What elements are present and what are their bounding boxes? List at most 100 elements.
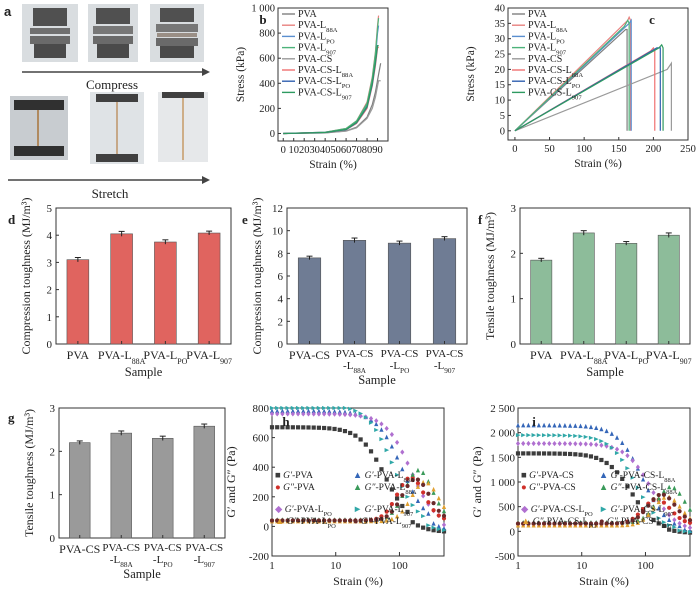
data-point: [421, 513, 426, 519]
data-point: [431, 525, 437, 530]
data-point: [389, 443, 394, 449]
data-point: [348, 430, 353, 436]
data-point: [547, 451, 552, 456]
data-point: [515, 433, 521, 438]
data-point: [421, 490, 426, 495]
bar: [297, 257, 322, 345]
y-tick-label: 4: [47, 230, 53, 242]
data-point: [656, 492, 661, 498]
data-point: [531, 433, 537, 438]
data-point: [526, 440, 531, 447]
x-axis-label: Strain (%): [579, 574, 629, 588]
x-tick-label: PVA-CS: [59, 542, 100, 556]
x-axis-label: Strain (%): [333, 574, 383, 588]
data-point: [640, 510, 646, 515]
data-point: [410, 477, 415, 483]
data-point: [275, 518, 280, 523]
x-tick-label: PVA-CS: [336, 348, 374, 360]
data-point: [389, 516, 394, 522]
bar: [657, 234, 680, 345]
data-point: [316, 425, 322, 430]
data-point: [441, 508, 447, 514]
data-point: [614, 435, 620, 440]
panel-h: 1 10 100 -200 0 200 400 600 800 Strain (%) G′ and …: [224, 403, 447, 588]
data-point: [311, 411, 316, 417]
data-point: [426, 480, 431, 486]
stretch-photo-2: [90, 92, 144, 164]
x-axis-label: Sample: [125, 365, 163, 379]
data-point: [568, 451, 573, 457]
data-point: [552, 422, 557, 428]
bar: [342, 240, 367, 345]
series-line: [514, 28, 628, 132]
data-point: [599, 521, 604, 526]
series-line: [283, 80, 381, 135]
x-tick-label: -L88A: [110, 554, 134, 569]
data-point: [614, 450, 620, 456]
data-point: [280, 405, 285, 411]
data-point: [295, 405, 301, 411]
data-point: [306, 425, 311, 430]
data-point: [337, 427, 342, 432]
data-point: [322, 411, 327, 417]
data-point: [677, 528, 683, 533]
data-point: [552, 433, 557, 438]
legend-entry: PVA-CS-LPO: [528, 76, 580, 90]
compress-photo-1: [22, 4, 78, 62]
data-point: [285, 518, 290, 523]
bar: [193, 425, 215, 539]
data-point: [389, 509, 394, 514]
data-point: [667, 527, 672, 532]
x-axis-label: Sample: [358, 373, 396, 387]
data-point: [337, 405, 343, 411]
data-point: [687, 529, 693, 535]
x-tick-label: PVA: [530, 348, 553, 362]
data-point: [431, 490, 436, 495]
bar: [110, 432, 132, 539]
data-point: [332, 405, 338, 411]
data-point: [306, 405, 311, 411]
y-tick-label: 600: [259, 54, 275, 65]
data-point: [384, 448, 390, 453]
data-point: [536, 433, 542, 438]
data-point: [625, 522, 630, 528]
data-point: [547, 521, 552, 526]
data-point: [521, 440, 526, 447]
data-point: [667, 517, 672, 523]
y-axis-label: Compression toughness (MJ/m³): [19, 198, 33, 355]
panel-label: d: [8, 212, 16, 227]
x-tick-label: 50: [330, 145, 341, 156]
x-tick-label: 100: [391, 560, 408, 572]
data-point: [400, 493, 405, 498]
data-point: [682, 523, 687, 529]
data-point: [290, 405, 296, 411]
data-point: [594, 442, 599, 448]
y-tick-label: 600: [253, 433, 270, 445]
data-point: [557, 433, 563, 438]
data-point: [651, 497, 656, 502]
data-point: [661, 488, 667, 494]
data-point: [405, 501, 410, 507]
stretch-photo-1: [10, 96, 68, 160]
y-axis-label: G′ and G″ (Pa): [224, 446, 238, 517]
legend-entry: PVA-CS: [528, 54, 562, 65]
data-point: [327, 426, 332, 431]
data-point: [280, 411, 285, 417]
data-point: [515, 440, 521, 447]
data-point: [656, 505, 661, 511]
x-tick-label: PVA-LPO: [143, 348, 187, 366]
data-point: [640, 476, 646, 482]
data-point: [342, 428, 348, 434]
data-point: [290, 518, 295, 523]
x-tick-label: 80: [362, 145, 373, 156]
data-point: [552, 521, 557, 526]
data-point: [436, 528, 441, 534]
data-point: [415, 467, 421, 473]
data-point: [672, 485, 677, 491]
data-point: [379, 516, 384, 521]
y-tick-label: 1: [47, 312, 53, 324]
data-point: [573, 521, 578, 526]
data-point: [677, 491, 682, 496]
panel-label: h: [282, 414, 290, 429]
